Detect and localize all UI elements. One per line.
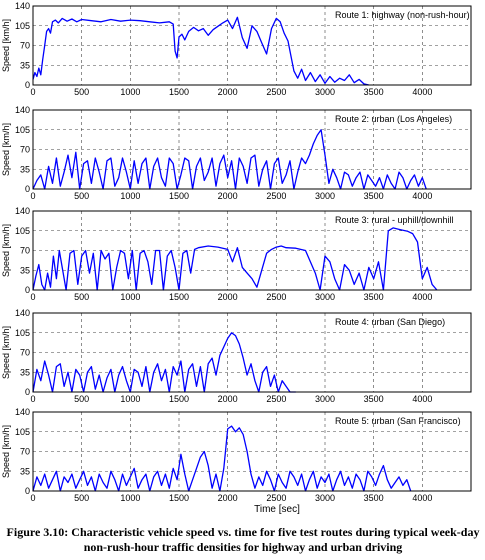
x-tick-label: 0 [30, 394, 35, 404]
x-tick-label: 2000 [218, 191, 238, 201]
plot-frame [32, 312, 472, 393]
x-tick-label: 1000 [120, 87, 140, 97]
speed-series-line [32, 129, 427, 190]
y-tick-label: 140 [15, 206, 30, 216]
x-tick-label: 2000 [218, 87, 238, 97]
x-tick-label: 1000 [120, 191, 140, 201]
x-tick-label: 2000 [218, 292, 238, 302]
x-tick-label: 4000 [412, 87, 432, 97]
x-tick-label: 2500 [266, 87, 286, 97]
x-tick-label: 500 [74, 87, 89, 97]
y-tick-label: 105 [15, 21, 30, 31]
x-tick-label: 2500 [266, 394, 286, 404]
x-tick-label: 0 [30, 87, 35, 97]
y-tick-label: 35 [20, 466, 30, 476]
speed-series-line [32, 16, 369, 86]
y-tick-label: 105 [15, 125, 30, 135]
y-tick-label: 35 [20, 265, 30, 275]
y-tick-label: 70 [20, 41, 30, 51]
y-tick-label: 0 [25, 285, 30, 295]
chart-panel-5: 0 500 1000 1500 2000 2500 3000 3500 4000 0 35 70 105… [1, 407, 472, 515]
y-tick-label: 105 [15, 226, 30, 236]
y-tick-label: 0 [25, 184, 30, 194]
y-tick-label: 140 [15, 105, 30, 115]
x-tick-label: 3500 [364, 394, 384, 404]
y-axis-label: Speed [km/h] [1, 224, 11, 277]
route-title: Route 2: urban (Los Angeles) [335, 114, 452, 124]
x-tick-label: 3500 [364, 493, 384, 503]
x-tick-label: 3000 [315, 394, 335, 404]
y-tick-label: 140 [15, 308, 30, 318]
route-title: Route 4: urban (San Diego) [335, 317, 445, 327]
y-tick-label: 70 [20, 348, 30, 358]
y-axis-label: Speed [km/h] [1, 19, 11, 72]
x-tick-label: 3000 [315, 493, 335, 503]
x-tick-label: 3000 [315, 87, 335, 97]
speed-series-line [32, 332, 296, 393]
x-tick-label: 3500 [364, 87, 384, 97]
x-tick-label: 500 [74, 292, 89, 302]
y-tick-label: 105 [15, 427, 30, 437]
y-tick-label: 140 [15, 1, 30, 11]
x-tick-label: 0 [30, 191, 35, 201]
y-tick-label: 0 [25, 486, 30, 496]
y-axis-label: Speed [km/h] [1, 326, 11, 379]
x-tick-label: 2500 [266, 493, 286, 503]
x-tick-label: 0 [30, 493, 35, 503]
chart-panel-4: 0 500 1000 1500 2000 2500 3000 3500 4000 0 35 70 105… [1, 308, 472, 404]
plot-frame [32, 109, 472, 190]
y-tick-label: 70 [20, 145, 30, 155]
x-tick-label: 1500 [169, 394, 189, 404]
x-tick-label: 1000 [120, 394, 140, 404]
y-tick-label: 0 [25, 80, 30, 90]
y-tick-label: 70 [20, 447, 30, 457]
x-tick-label: 500 [74, 191, 89, 201]
route-title: Route 5: urban (San Francisco) [335, 416, 461, 426]
x-tick-label: 4000 [412, 493, 432, 503]
x-tick-label: 500 [74, 493, 89, 503]
x-axis-label: Time [sec] [254, 504, 300, 515]
y-tick-label: 140 [15, 407, 30, 417]
route-title: Route 3: rural - uphill/downhill [335, 215, 454, 225]
plot-frame [32, 411, 472, 492]
figure-caption: Figure 3.10: Characteristic vehicle spee… [6, 525, 480, 554]
x-tick-label: 3000 [315, 191, 335, 201]
chart-panel-1: 0 500 1000 1500 2000 2500 3000 3500 4000 0 35 70 105… [1, 1, 472, 97]
x-tick-label: 2500 [266, 292, 286, 302]
speed-series-line [32, 425, 412, 492]
x-tick-label: 1500 [169, 292, 189, 302]
x-tick-label: 4000 [412, 292, 432, 302]
x-tick-label: 3500 [364, 191, 384, 201]
x-tick-label: 4000 [412, 191, 432, 201]
chart-panel-2: 0 500 1000 1500 2000 2500 3000 3500 4000 0 35 70 105… [1, 105, 472, 201]
y-tick-label: 0 [25, 387, 30, 397]
y-tick-label: 35 [20, 367, 30, 377]
chart-panel-3: 0 500 1000 1500 2000 2500 3000 3500 4000 0 35 70 105… [1, 206, 472, 302]
speed-series-line [32, 227, 438, 291]
x-tick-label: 2500 [266, 191, 286, 201]
x-tick-label: 2000 [218, 493, 238, 503]
y-tick-label: 105 [15, 328, 30, 338]
x-tick-label: 1500 [169, 493, 189, 503]
route-title: Route 1: highway (non-rush-hour) [335, 10, 470, 20]
y-axis-label: Speed [km/h] [1, 123, 11, 176]
x-tick-label: 1000 [120, 493, 140, 503]
x-tick-label: 1000 [120, 292, 140, 302]
x-tick-label: 1500 [169, 87, 189, 97]
plot-frame [32, 5, 472, 86]
x-tick-label: 500 [74, 394, 89, 404]
x-tick-label: 3500 [364, 292, 384, 302]
x-tick-label: 1500 [169, 191, 189, 201]
y-axis-label: Speed [km/h] [1, 425, 11, 478]
x-tick-label: 3000 [315, 292, 335, 302]
y-tick-label: 70 [20, 246, 30, 256]
x-tick-label: 2000 [218, 394, 238, 404]
x-tick-label: 0 [30, 292, 35, 302]
y-tick-label: 35 [20, 60, 30, 70]
y-tick-label: 35 [20, 164, 30, 174]
plot-frame [32, 210, 472, 291]
x-tick-label: 4000 [412, 394, 432, 404]
